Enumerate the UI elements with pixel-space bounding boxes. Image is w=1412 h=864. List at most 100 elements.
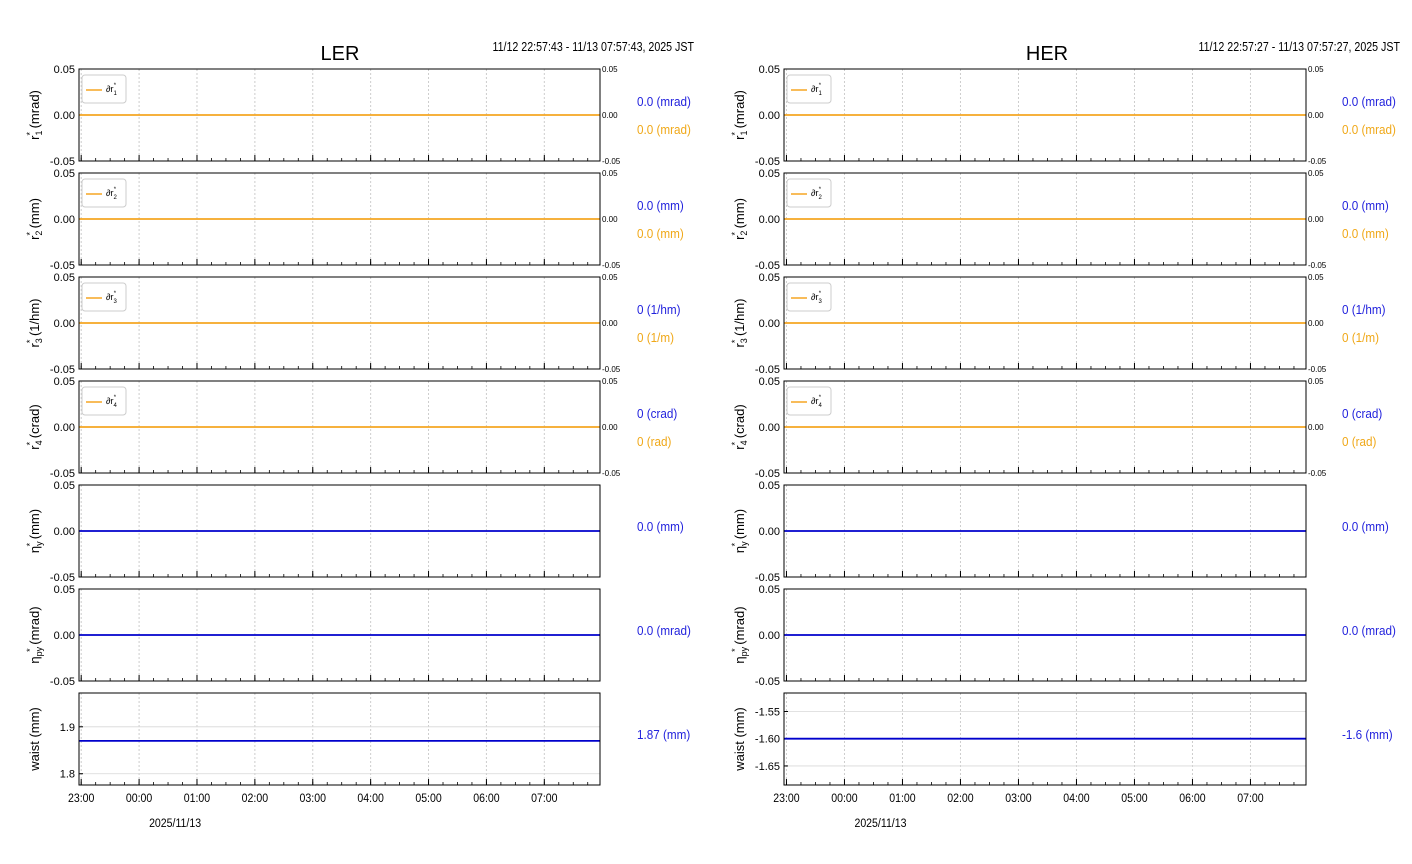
current-value: 0.0 (mrad) xyxy=(637,94,691,109)
y-axis-label: r3* (1/hm) xyxy=(25,298,44,347)
right-y-tick-label: 0.05 xyxy=(602,377,618,386)
legend-box xyxy=(81,282,127,312)
panel: 0.05 0.00 -0.05 0.05 0.00 -0.05 ∂r4* r4* (crad)… xyxy=(730,376,1382,480)
panel: 0.05 0.00 -0.05 ηy* (mm) 0.0 (mm) xyxy=(730,480,1389,584)
y-tick-label: 0.00 xyxy=(54,422,75,434)
plot-frame xyxy=(78,380,601,474)
legend-label: ∂r2* xyxy=(106,187,117,201)
time-range-label: 11/12 22:57:27 - 11/13 07:57:27, 2025 JS… xyxy=(1199,39,1400,54)
x-tick-label: 02:00 xyxy=(947,792,973,805)
current-diff-value: 0 (1/m) xyxy=(637,330,674,345)
legend: ∂r1* xyxy=(81,74,127,104)
x-tick-label: 07:00 xyxy=(531,792,557,805)
y-axis-label: r4* (crad) xyxy=(730,404,749,449)
y-tick-label: 0.05 xyxy=(759,584,780,596)
legend-box xyxy=(786,74,832,104)
plot-frame xyxy=(783,68,1307,162)
y-tick-label: -0.05 xyxy=(755,260,780,272)
x-tick-label: 04:00 xyxy=(1063,792,1089,805)
y-tick-label: -0.05 xyxy=(755,676,780,688)
y-tick-label: 0.05 xyxy=(54,168,75,180)
right-y-tick-label: 0.00 xyxy=(602,319,618,328)
current-value: 1.87 (mm) xyxy=(637,727,690,742)
y-tick-label: 0.00 xyxy=(759,318,780,330)
y-tick-label: 0.00 xyxy=(759,110,780,122)
legend: ∂r1* xyxy=(786,74,832,104)
current-value: 0 (1/hm) xyxy=(1342,302,1386,317)
plot-frame xyxy=(78,484,601,578)
y-tick-label: 0.00 xyxy=(759,214,780,226)
x-tick-label: 04:00 xyxy=(357,792,383,805)
right-y-tick-label: 0.00 xyxy=(1308,423,1324,432)
y-tick-label: 0.05 xyxy=(759,376,780,388)
y-axis-label: ηy* (mm) xyxy=(25,509,44,553)
panel: 0.05 0.00 -0.05 ηpy* (mrad) 0.0 (mrad) xyxy=(730,584,1396,688)
right-y-tick-label: -0.05 xyxy=(1308,469,1327,478)
y-tick-label: 0.05 xyxy=(54,64,75,76)
y-tick-label: 0.00 xyxy=(54,214,75,226)
panel: 0.05 0.00 -0.05 0.05 0.00 -0.05 ∂r4* r4* (crad)… xyxy=(25,376,677,480)
time-range-label: 11/12 22:57:43 - 11/13 07:57:43, 2025 JS… xyxy=(493,39,694,54)
panel: 0.05 0.00 -0.05 ηpy* (mrad) 0.0 (mrad) xyxy=(25,584,691,688)
current-value: 0 (1/hm) xyxy=(637,302,681,317)
y-axis-label: waist (mm) xyxy=(27,707,42,772)
x-tick-label: 00:00 xyxy=(126,792,152,805)
y-tick-label: 1.8 xyxy=(60,769,75,781)
y-tick-label: 0.00 xyxy=(759,526,780,538)
current-diff-value: 0 (rad) xyxy=(637,434,671,449)
legend-label: ∂r4* xyxy=(811,395,822,409)
x-tick-label: 03:00 xyxy=(1005,792,1031,805)
right-y-tick-label: -0.05 xyxy=(1308,157,1327,166)
x-tick-label: 23:00 xyxy=(773,792,799,805)
right-y-tick-label: 0.05 xyxy=(602,169,618,178)
y-tick-label: -0.05 xyxy=(755,572,780,584)
x-tick-label: 05:00 xyxy=(415,792,441,805)
x-tick-label: 02:00 xyxy=(242,792,268,805)
plot-frame xyxy=(783,588,1307,682)
y-tick-label: -0.05 xyxy=(50,676,75,688)
panel: 0.05 0.00 -0.05 0.05 0.00 -0.05 ∂r2* r2* (mm) 0.… xyxy=(730,168,1389,272)
panel: 0.05 0.00 -0.05 0.05 0.00 -0.05 ∂r2* r2* (mm) 0.… xyxy=(25,168,684,272)
current-diff-value: 0 (1/m) xyxy=(1342,330,1379,345)
legend-label: ∂r3* xyxy=(106,291,117,305)
plot-frame xyxy=(783,692,1307,786)
y-tick-label: -0.05 xyxy=(755,156,780,168)
chart-ler: LER 11/12 22:57:43 - 11/13 07:57:43, 2025… xyxy=(25,39,694,830)
x-tick-label: 05:00 xyxy=(1121,792,1147,805)
right-y-tick-label: -0.05 xyxy=(602,261,621,270)
y-tick-label: -1.55 xyxy=(755,707,780,719)
y-axis-label: r1* (mrad) xyxy=(25,90,44,140)
legend: ∂r2* xyxy=(786,178,832,208)
panel: -1.55 -1.60 -1.65 waist (mm) -1.6 (mm) xyxy=(732,692,1393,786)
y-tick-label: 0.05 xyxy=(759,272,780,284)
y-axis-label: r3* (1/hm) xyxy=(730,298,749,347)
legend-label: ∂r2* xyxy=(811,187,822,201)
legend-box xyxy=(81,74,127,104)
right-y-tick-label: -0.05 xyxy=(602,157,621,166)
legend: ∂r2* xyxy=(81,178,127,208)
panel: 1.9 1.8 waist (mm) 1.87 (mm) xyxy=(27,692,690,786)
right-y-tick-label: 0.05 xyxy=(1308,169,1324,178)
y-tick-label: 0.05 xyxy=(54,272,75,284)
y-tick-label: 0.05 xyxy=(759,168,780,180)
legend-box xyxy=(81,386,127,416)
x-tick-label: 07:00 xyxy=(1237,792,1263,805)
panel: 0.05 0.00 -0.05 0.05 0.00 -0.05 ∂r3* r3* (1/hm)… xyxy=(25,272,681,376)
legend-box xyxy=(786,178,832,208)
plot-frame xyxy=(783,484,1307,578)
right-y-tick-label: 0.05 xyxy=(602,273,618,282)
plot-frame xyxy=(78,172,601,266)
current-diff-value: 0.0 (mm) xyxy=(637,226,684,241)
y-tick-label: 0.05 xyxy=(54,480,75,492)
legend-box xyxy=(81,178,127,208)
y-tick-label: 0.00 xyxy=(759,422,780,434)
right-y-tick-label: 0.05 xyxy=(1308,65,1324,74)
y-tick-label: 0.00 xyxy=(54,318,75,330)
current-value: 0.0 (mm) xyxy=(637,519,684,534)
y-axis-label: r4* (crad) xyxy=(25,404,44,449)
right-y-tick-label: 0.00 xyxy=(1308,215,1324,224)
right-y-tick-label: -0.05 xyxy=(1308,261,1327,270)
panel: 0.05 0.00 -0.05 0.05 0.00 -0.05 ∂r1* r1* (mrad)… xyxy=(25,64,691,168)
y-tick-label: 0.00 xyxy=(54,526,75,538)
